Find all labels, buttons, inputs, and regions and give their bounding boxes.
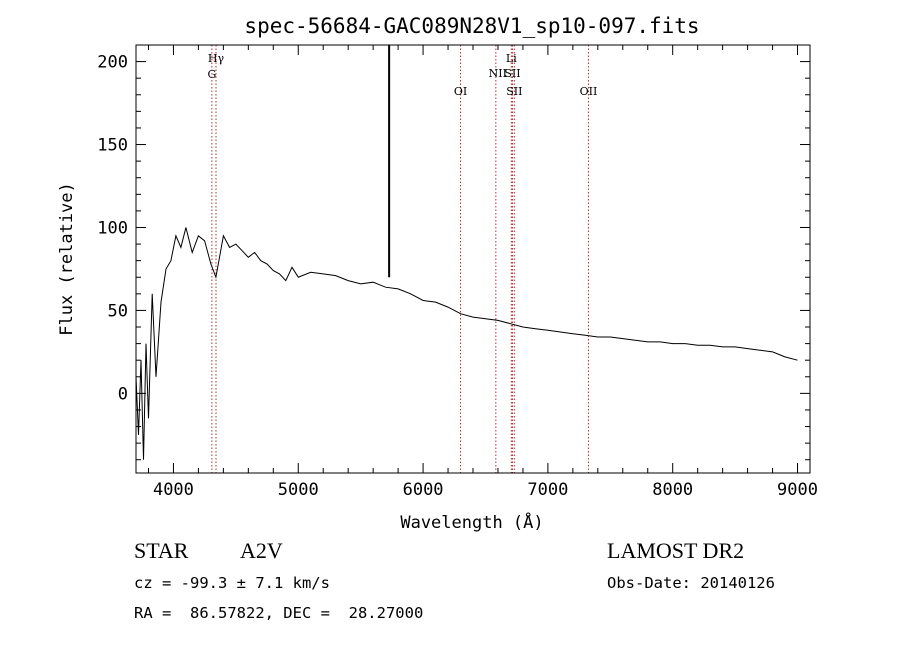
x-axis-label: Wavelength (Å) — [400, 511, 543, 533]
x-tick-label: 9000 — [777, 480, 818, 500]
x-axis-ticks: 4000 5000 6000 7000 8000 9000 — [147, 45, 818, 500]
survey-name: LAMOST DR2 — [607, 538, 745, 563]
spectrum-series-line — [135, 227, 798, 460]
line-marker-label-3: NII — [489, 67, 507, 80]
y-axis-ticks: 0 50 100 150 200 — [97, 53, 810, 461]
x-tick-label: 4000 — [153, 480, 194, 500]
line-marker-label-4: Li — [506, 52, 517, 65]
object-class: STAR — [134, 538, 189, 563]
chart-title: spec-56684-GAC089N28V1_sp10-097.fits — [244, 14, 699, 38]
line-marker-label-1: Hγ — [208, 52, 225, 65]
object-subclass: A2V — [240, 538, 283, 563]
observation-date: Obs-Date: 20140126 — [607, 574, 775, 592]
x-tick-label: 8000 — [652, 480, 693, 500]
sky-coordinates: RA = 86.57822, DEC = 28.27000 — [134, 604, 424, 622]
y-tick-label: 50 — [108, 301, 128, 321]
y-tick-label: 100 — [97, 218, 128, 238]
line-marker-label-6: SII — [506, 85, 522, 98]
plot-frame — [135, 44, 811, 474]
y-tick-label: 0 — [118, 384, 128, 404]
line-marker-label-7: OII — [580, 85, 598, 98]
emission-line-markers — [211, 45, 589, 473]
emission-line-labels: G Hγ OI NII Li SII SII OII — [207, 52, 597, 98]
line-marker-label-5: SII — [504, 67, 520, 80]
line-marker-label-0: G — [207, 68, 216, 81]
line-marker-label-2: OI — [454, 85, 467, 98]
x-tick-label: 5000 — [278, 480, 319, 500]
x-tick-label: 7000 — [527, 480, 568, 500]
y-axis-label: Flux (relative) — [57, 182, 77, 336]
y-tick-label: 200 — [97, 53, 128, 73]
y-tick-label: 150 — [97, 136, 128, 156]
x-tick-label: 6000 — [403, 480, 444, 500]
redshift-velocity: cz = -99.3 ± 7.1 km/s — [134, 574, 330, 592]
